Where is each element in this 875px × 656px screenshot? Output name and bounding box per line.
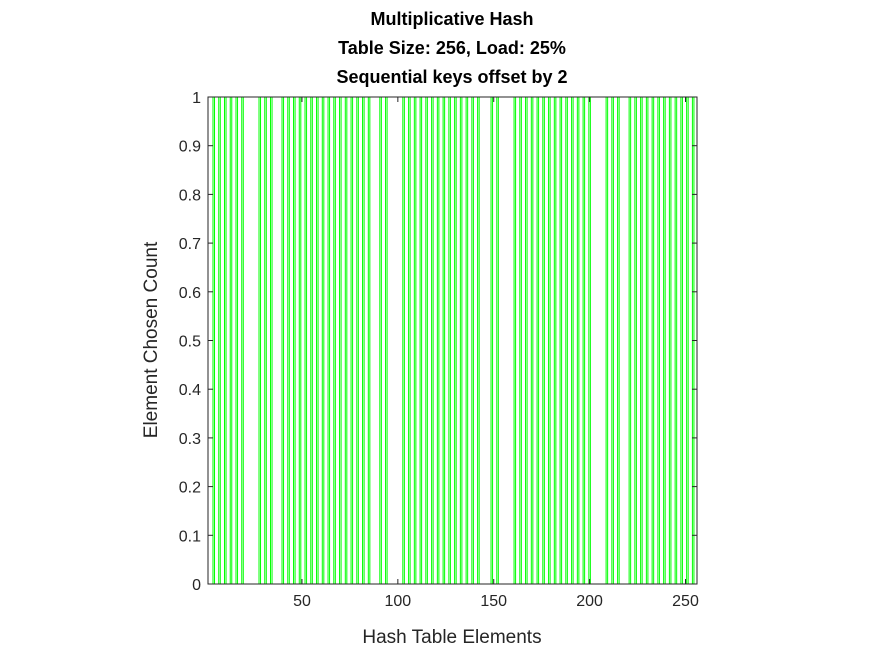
x-tick-label-250: 250 [672, 593, 699, 610]
title-line-3: Sequential keys offset by 2 [336, 67, 567, 87]
y-tick-label-0.8: 0.8 [179, 187, 201, 204]
x-axis-label: Hash Table Elements [362, 627, 541, 648]
y-tick-label-0.3: 0.3 [179, 431, 201, 448]
y-axis-label: Element Chosen Count [141, 241, 162, 438]
title-line-1: Multiplicative Hash [370, 9, 533, 29]
x-tick-label-50: 50 [293, 593, 311, 610]
y-tick-label-1: 1 [192, 90, 201, 107]
title-line-2: Table Size: 256, Load: 25% [338, 38, 566, 58]
y-tick-label-0.6: 0.6 [179, 285, 201, 302]
x-tick-label-200: 200 [576, 593, 603, 610]
y-tick-label-0.1: 0.1 [179, 528, 201, 545]
y-axis-ticks: 0 0.1 0.2 0.3 0.4 0.5 0.6 0.7 0.8 0.9 1 [179, 90, 697, 594]
y-tick-label-0.9: 0.9 [179, 139, 201, 156]
y-tick-label-0.7: 0.7 [179, 236, 201, 253]
plot-area [208, 97, 697, 584]
chart-title: Multiplicative Hash Table Size: 256, Loa… [336, 9, 567, 87]
y-tick-label-0: 0 [192, 577, 201, 594]
x-tick-label-100: 100 [384, 593, 411, 610]
axes-box [207, 96, 698, 585]
y-tick-label-0.5: 0.5 [179, 334, 201, 351]
y-tick-label-0.4: 0.4 [179, 382, 201, 399]
y-tick-label-0.2: 0.2 [179, 480, 201, 497]
x-axis-ticks: 50 100 150 200 250 [293, 97, 699, 610]
x-tick-label-150: 150 [480, 593, 507, 610]
